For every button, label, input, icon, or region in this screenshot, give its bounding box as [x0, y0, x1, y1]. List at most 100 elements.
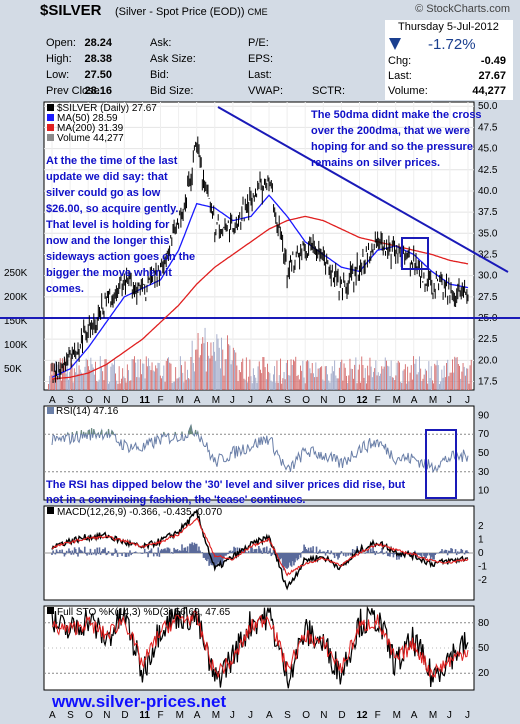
volume-bar	[329, 382, 331, 390]
volume-bar	[287, 360, 288, 390]
volume-bar	[417, 372, 419, 390]
volume-bar	[229, 345, 231, 390]
volume-bar	[402, 370, 404, 390]
macd-signal-line	[51, 517, 469, 577]
volume-bar	[110, 366, 112, 390]
x-tick-label: J	[447, 710, 452, 721]
volume-bar	[264, 367, 266, 390]
volume-bar	[395, 375, 397, 390]
volume-bar	[321, 366, 323, 390]
volume-bar	[386, 360, 387, 390]
volume-bar	[78, 365, 80, 390]
x-tick-label: O	[302, 395, 310, 406]
volume-bar	[269, 373, 271, 390]
x-tick-label: O	[302, 710, 310, 721]
annotation-text: comes.	[46, 283, 84, 295]
volume-bar	[424, 368, 426, 390]
volume-bar	[397, 360, 399, 390]
volume-bar	[309, 368, 311, 390]
volume-bar	[446, 363, 447, 390]
volume-bar	[176, 378, 178, 390]
annotation-text: hoping for and so the pressure	[311, 141, 473, 153]
volume-bar	[179, 356, 181, 390]
x-tick-label: 11	[139, 710, 150, 721]
volume-value: 44,277	[472, 85, 506, 97]
legend-entry: $SILVER (Daily) 27.67	[57, 103, 157, 114]
volume-bar	[300, 365, 301, 390]
volume-bar	[175, 367, 177, 390]
volume-bar	[248, 376, 250, 390]
volume-bar	[210, 342, 212, 390]
volume-bar	[191, 340, 193, 390]
volume-bar	[305, 361, 307, 390]
right-label: VWAP:	[248, 85, 284, 97]
volume-bar	[310, 373, 312, 390]
volume-bar	[121, 378, 122, 390]
volume-bar	[284, 379, 286, 390]
volume-bar	[330, 373, 332, 390]
volume-bar	[232, 347, 234, 390]
price-tick-label: 50.0	[478, 101, 498, 112]
volume-bar	[375, 360, 377, 390]
volume-bar	[148, 358, 149, 390]
volume-bar	[197, 333, 199, 390]
volume-bar	[227, 335, 228, 390]
mid-label: Bid Size:	[150, 85, 194, 97]
volume-bar	[95, 361, 96, 390]
volume-bar	[434, 363, 436, 390]
x-tick-label: O	[85, 395, 93, 406]
volume-bar	[81, 372, 82, 390]
x-tick-label: M	[429, 710, 437, 721]
volume-bar	[187, 369, 188, 390]
volume-bar	[450, 372, 452, 390]
volume-bar	[296, 376, 298, 390]
x-tick-label: A	[266, 710, 273, 721]
volume-bar	[320, 367, 321, 390]
volume-bar	[72, 382, 74, 390]
field-value: 28.24	[84, 37, 112, 49]
sto-d-line	[51, 610, 469, 679]
website-label[interactable]: www.silver-prices.net	[52, 692, 227, 711]
x-tick-label: M	[393, 395, 401, 406]
volume-bar	[237, 381, 239, 390]
volume-bar	[423, 374, 425, 390]
volume-bar	[422, 378, 424, 390]
x-tick-label: D	[121, 710, 128, 721]
volume-bar	[181, 365, 182, 390]
x-tick-label: N	[103, 710, 110, 721]
volume-bar	[169, 362, 171, 390]
volume-bar	[314, 377, 316, 390]
volume-bar	[149, 365, 151, 390]
volume-bar	[196, 349, 198, 390]
volume-bar	[442, 377, 444, 390]
volume-bar	[92, 367, 94, 390]
rsi-highlight-box	[425, 429, 457, 499]
volume-bar	[142, 363, 144, 390]
volume-bar	[406, 383, 407, 390]
highlight-box	[401, 237, 429, 270]
volume-bar	[171, 383, 173, 390]
volume-bar	[105, 359, 107, 390]
legend-swatch	[47, 507, 54, 514]
x-tick-label: D	[338, 395, 345, 406]
volume-bar	[370, 366, 372, 390]
field-value: 27.50	[84, 69, 112, 81]
volume-bar	[214, 351, 215, 390]
volume-bar	[342, 380, 344, 390]
sto-tick-label: 20	[478, 668, 490, 679]
volume-bar	[198, 357, 200, 390]
volume-bar	[137, 359, 139, 390]
volume-bar	[383, 366, 385, 390]
last-value: 27.67	[478, 70, 506, 82]
volume-bar	[114, 359, 115, 390]
annotation-text: That level is holding for	[46, 219, 170, 231]
field-label: Open:	[46, 37, 76, 49]
volume-bar	[73, 368, 75, 390]
volume-bar	[70, 357, 72, 390]
x-tick-label: M	[176, 395, 184, 406]
volume-bar	[255, 377, 257, 390]
x-tick-label: J	[248, 395, 253, 406]
volume-bar	[243, 378, 245, 390]
volume-bar	[159, 375, 161, 390]
